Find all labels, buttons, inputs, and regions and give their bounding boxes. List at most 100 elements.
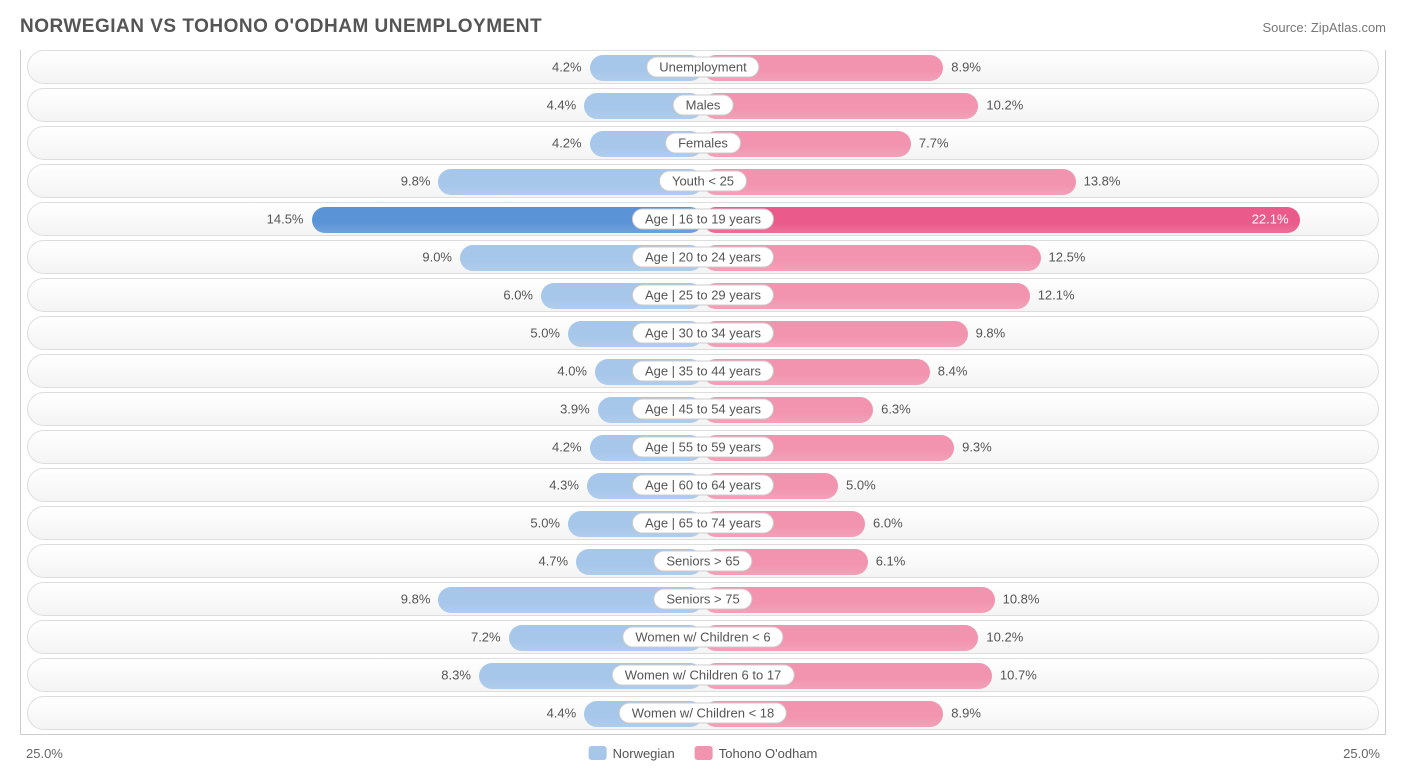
scale-left-label: 25.0% — [26, 746, 63, 761]
value-right: 13.8% — [1084, 174, 1121, 189]
legend: Norwegian Tohono O'odham — [589, 746, 818, 761]
chart-row: 4.0% 8.4% Age | 35 to 44 years — [27, 354, 1379, 388]
chart-row: 14.5% 22.1% Age | 16 to 19 years — [27, 202, 1379, 236]
value-right: 7.7% — [919, 136, 949, 151]
value-left: 9.0% — [422, 250, 452, 265]
value-left: 4.2% — [552, 440, 582, 455]
row-track: 4.0% 8.4% Age | 35 to 44 years — [28, 355, 1378, 387]
chart-row: 4.4% 10.2% Males — [27, 88, 1379, 122]
row-track: 3.9%6.3%Age | 45 to 54 years — [28, 393, 1378, 425]
value-left: 5.0% — [530, 326, 560, 341]
value-right: 10.2% — [986, 98, 1023, 113]
chart-row: 3.9%6.3%Age | 45 to 54 years — [27, 392, 1379, 426]
row-track: 7.2% 10.2% Women w/ Children < 6 — [28, 621, 1378, 653]
chart-row: 4.2%8.9%Unemployment — [27, 50, 1379, 84]
row-track: 9.8% 10.8% Seniors > 75 — [28, 583, 1378, 615]
legend-swatch-right — [695, 746, 713, 760]
value-right: 10.7% — [1000, 668, 1037, 683]
value-right: 8.9% — [951, 60, 981, 75]
value-left: 4.0% — [557, 364, 587, 379]
row-track: 4.7% 6.1% Seniors > 65 — [28, 545, 1378, 577]
row-track: 4.3% 5.0% Age | 60 to 64 years — [28, 469, 1378, 501]
chart-row: 4.2% 7.7% Females — [27, 126, 1379, 160]
category-label: Women w/ Children < 18 — [619, 703, 787, 724]
category-label: Age | 55 to 59 years — [632, 437, 774, 458]
value-left: 9.8% — [401, 174, 431, 189]
chart-title: NORWEGIAN VS TOHONO O'ODHAM UNEMPLOYMENT — [20, 16, 542, 38]
value-right: 8.9% — [951, 706, 981, 721]
value-left: 5.0% — [530, 516, 560, 531]
category-label: Age | 35 to 44 years — [632, 361, 774, 382]
category-label: Unemployment — [646, 57, 759, 78]
value-left: 4.2% — [552, 136, 582, 151]
value-right: 9.3% — [962, 440, 992, 455]
chart-footer: 25.0% Norwegian Tohono O'odham 25.0% — [20, 741, 1386, 765]
category-label: Age | 20 to 24 years — [632, 247, 774, 268]
legend-label-left: Norwegian — [613, 746, 675, 761]
row-track: 6.0% 12.1% Age | 25 to 29 years — [28, 279, 1378, 311]
value-left: 7.2% — [471, 630, 501, 645]
value-left: 9.8% — [401, 592, 431, 607]
chart-row: 5.0%9.8%Age | 30 to 34 years — [27, 316, 1379, 350]
row-track: 4.2%8.9%Unemployment — [28, 51, 1378, 83]
category-label: Age | 25 to 29 years — [632, 285, 774, 306]
chart-row: 8.3%10.7%Women w/ Children 6 to 17 — [27, 658, 1379, 692]
category-label: Males — [673, 95, 734, 116]
row-track: 4.2% 7.7% Females — [28, 127, 1378, 159]
chart-row: 4.2% 9.3% Age | 55 to 59 years — [27, 430, 1379, 464]
category-label: Females — [665, 133, 741, 154]
value-right: 6.3% — [881, 402, 911, 417]
value-right: 12.1% — [1038, 288, 1075, 303]
legend-item-right: Tohono O'odham — [695, 746, 818, 761]
value-right: 10.8% — [1003, 592, 1040, 607]
scale-right-label: 25.0% — [1343, 746, 1380, 761]
bar-right — [703, 207, 1300, 233]
chart-source: Source: ZipAtlas.com — [1262, 20, 1386, 35]
row-track: 8.3%10.7%Women w/ Children 6 to 17 — [28, 659, 1378, 691]
value-left: 4.7% — [538, 554, 568, 569]
bar-right — [703, 93, 978, 119]
value-right: 6.0% — [873, 516, 903, 531]
category-label: Age | 60 to 64 years — [632, 475, 774, 496]
category-label: Age | 30 to 34 years — [632, 323, 774, 344]
value-left: 8.3% — [441, 668, 471, 683]
category-label: Age | 65 to 74 years — [632, 513, 774, 534]
category-label: Youth < 25 — [659, 171, 747, 192]
chart-header: NORWEGIAN VS TOHONO O'ODHAM UNEMPLOYMENT… — [20, 16, 1386, 38]
row-track: 14.5% 22.1% Age | 16 to 19 years — [28, 203, 1378, 235]
value-right: 8.4% — [938, 364, 968, 379]
chart-row: 4.7% 6.1% Seniors > 65 — [27, 544, 1379, 578]
chart-row: 5.0% 6.0% Age | 65 to 74 years — [27, 506, 1379, 540]
legend-swatch-left — [589, 746, 607, 760]
value-right: 10.2% — [986, 630, 1023, 645]
value-left: 3.9% — [560, 402, 590, 417]
legend-item-left: Norwegian — [589, 746, 675, 761]
chart-row: 6.0% 12.1% Age | 25 to 29 years — [27, 278, 1379, 312]
chart-row: 9.0% 12.5% Age | 20 to 24 years — [27, 240, 1379, 274]
chart-row: 7.2% 10.2% Women w/ Children < 6 — [27, 620, 1379, 654]
value-right: 12.5% — [1049, 250, 1086, 265]
value-right: 5.0% — [846, 478, 876, 493]
row-track: 9.0% 12.5% Age | 20 to 24 years — [28, 241, 1378, 273]
value-left: 4.4% — [547, 706, 577, 721]
diverging-bar-chart: 4.2% 8.9% Unemployment 4.4% 10.2% Males 4.2% 7.… — [20, 50, 1386, 735]
value-right: 22.1% — [1252, 212, 1289, 227]
row-track: 9.8% 13.8% Youth < 25 — [28, 165, 1378, 197]
category-label: Seniors > 65 — [653, 551, 752, 572]
value-right: 6.1% — [876, 554, 906, 569]
row-track: 4.2% 9.3% Age | 55 to 59 years — [28, 431, 1378, 463]
bar-right — [703, 169, 1076, 195]
row-track: 4.4% 10.2% Males — [28, 89, 1378, 121]
chart-row: 9.8% 13.8% Youth < 25 — [27, 164, 1379, 198]
category-label: Seniors > 75 — [653, 589, 752, 610]
value-left: 6.0% — [503, 288, 533, 303]
value-left: 14.5% — [267, 212, 304, 227]
value-left: 4.3% — [549, 478, 579, 493]
legend-label-right: Tohono O'odham — [719, 746, 818, 761]
category-label: Women w/ Children < 6 — [622, 627, 783, 648]
chart-row: 4.3% 5.0% Age | 60 to 64 years — [27, 468, 1379, 502]
value-left: 4.4% — [547, 98, 577, 113]
row-track: 4.4% 8.9% Women w/ Children < 18 — [28, 697, 1378, 729]
row-track: 5.0%9.8%Age | 30 to 34 years — [28, 317, 1378, 349]
category-label: Age | 16 to 19 years — [632, 209, 774, 230]
